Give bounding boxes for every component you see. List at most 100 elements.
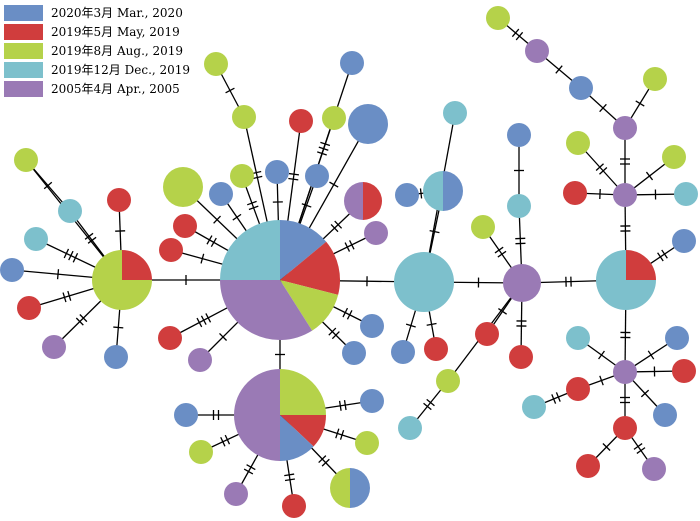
- haplotype-node-h7: [563, 181, 587, 205]
- mutation-tick: [246, 200, 257, 206]
- node-slice: [92, 250, 152, 310]
- mutation-tick: [248, 205, 259, 211]
- node-disc: [509, 345, 533, 369]
- haplotype-node-h6: [662, 145, 686, 169]
- node-disc: [613, 116, 637, 140]
- node-slice: [423, 171, 443, 211]
- mutation-tick: [301, 203, 312, 208]
- mutation-tick: [657, 252, 664, 262]
- node-slice: [344, 182, 363, 220]
- node-disc: [17, 296, 41, 320]
- legend-item-aug-2019: 2019年8月 Aug., 2019: [4, 41, 190, 60]
- node-disc: [305, 164, 329, 188]
- mutation-tick: [551, 394, 557, 404]
- node-disc: [643, 67, 667, 91]
- haplotype-node-n4: [107, 188, 131, 212]
- haplotype-node-n5: [0, 258, 24, 282]
- mutation-tick: [246, 464, 256, 471]
- haplotype-node-f1: [672, 229, 696, 253]
- mutation-tick: [63, 248, 70, 259]
- haplotype-node-n2: [58, 199, 82, 223]
- haplotype-node-m10: [348, 104, 388, 144]
- mutation-tick: [206, 235, 213, 245]
- mutation-tick: [318, 146, 329, 151]
- haplotype-node-d3: [391, 340, 415, 364]
- haplotype-node-d2: [395, 183, 419, 207]
- node-disc: [672, 229, 696, 253]
- haplotype-node-A: [220, 220, 340, 340]
- haplotype-node-h3: [569, 76, 593, 100]
- haplotype-node-n7: [42, 335, 66, 359]
- node-slice: [363, 182, 382, 220]
- haplotype-node-m13: [159, 238, 183, 262]
- mutation-tick: [288, 177, 299, 181]
- mutation-tick: [87, 236, 97, 244]
- node-disc: [232, 105, 256, 129]
- node-disc: [189, 440, 213, 464]
- haplotype-node-g7: [613, 416, 637, 440]
- mutation-tick: [318, 455, 327, 464]
- mutation-tick: [599, 375, 604, 386]
- legend-label-aug-2019: 2019年8月 Aug., 2019: [51, 44, 184, 58]
- mutation-tick: [349, 240, 355, 250]
- mutation-tick: [113, 326, 124, 329]
- node-disc: [14, 148, 38, 172]
- legend-swatch-apr-2005: [4, 80, 43, 97]
- node-slice: [280, 415, 314, 461]
- legend-label-apr-2005: 2005年4月 Apr., 2005: [51, 82, 180, 96]
- haplotype-node-m15: [360, 314, 384, 338]
- node-disc: [475, 322, 499, 346]
- node-disc: [613, 183, 637, 207]
- mutation-tick: [200, 253, 205, 264]
- node-slice: [122, 250, 152, 280]
- node-disc: [342, 341, 366, 365]
- legend-label-mar-2020: 2020年3月 Mar., 2020: [51, 6, 183, 20]
- legend-swatch-aug-2019: [4, 42, 43, 59]
- legend-swatch-dec-2019: [4, 61, 43, 78]
- mutation-tick: [511, 28, 520, 38]
- haplotype-node-g8: [576, 454, 600, 478]
- node-disc: [163, 167, 203, 207]
- mutation-tick: [79, 314, 88, 323]
- haplotype-node-m12: [173, 214, 197, 238]
- mutation-tick: [405, 323, 416, 328]
- legend-item-may-2019: 2019年5月 May, 2019: [4, 22, 190, 41]
- mutation-tick: [321, 458, 330, 467]
- mutation-tick: [328, 327, 337, 336]
- node-disc: [566, 326, 590, 350]
- node-disc: [672, 359, 696, 383]
- mutation-tick: [602, 443, 611, 451]
- node-disc: [569, 76, 593, 100]
- haplotype-node-e5: [509, 345, 533, 369]
- mutation-tick: [284, 473, 295, 477]
- node-disc: [576, 454, 600, 478]
- haplotype-node-c1: [174, 403, 198, 427]
- node-disc: [653, 403, 677, 427]
- mutation-tick: [599, 103, 607, 113]
- legend-label-may-2019: 2019年5月 May, 2019: [51, 25, 180, 39]
- mutation-tick: [334, 220, 343, 229]
- node-disc: [525, 39, 549, 63]
- haplotype-node-n8: [104, 345, 128, 369]
- haplotype-node-e2: [507, 194, 531, 218]
- mutation-tick: [200, 315, 207, 325]
- node-disc: [224, 482, 248, 506]
- node-disc: [209, 182, 233, 206]
- mutation-tick: [647, 350, 655, 360]
- haplotype-node-n1: [14, 148, 38, 172]
- mutation-tick: [338, 400, 342, 411]
- haplotype-node-D: [394, 252, 454, 312]
- mutation-tick: [344, 242, 351, 252]
- mutation-tick: [288, 172, 300, 176]
- haplotype-node-F: [596, 250, 656, 310]
- node-disc: [340, 51, 364, 75]
- node-disc: [642, 457, 666, 481]
- node-disc: [204, 52, 228, 76]
- mutation-tick: [661, 249, 668, 259]
- haplotype-node-m17: [158, 326, 182, 350]
- mutation-tick: [645, 171, 654, 181]
- node-disc: [503, 264, 541, 302]
- mutation-tick: [43, 181, 53, 190]
- node-slice: [280, 241, 340, 295]
- node-disc: [563, 181, 587, 205]
